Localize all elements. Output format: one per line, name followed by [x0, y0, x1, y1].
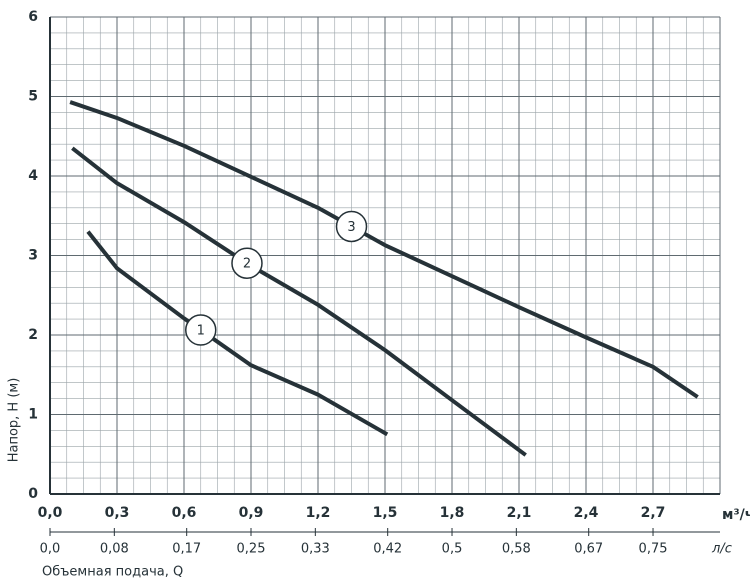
x-tick-label: 1,8 [440, 505, 465, 521]
x2-tick-label: 0,42 [373, 542, 402, 557]
y-tick-label: 5 [28, 89, 38, 105]
legend-label: 2 [243, 257, 251, 272]
curve [69, 100, 699, 399]
x2-tick-label: 0,17 [172, 542, 201, 557]
x-tick-label: 0,0 [38, 505, 63, 521]
legend-label: 1 [197, 324, 205, 339]
x-tick-label: 2,4 [574, 505, 599, 521]
x2-tick-label: 0,33 [301, 542, 330, 557]
x-tick-label: 2,7 [641, 505, 666, 521]
legend-label: 3 [347, 220, 355, 235]
y-tick-label: 1 [28, 407, 38, 423]
x2-tick-label: 0,58 [502, 542, 531, 557]
x2-tick-label: 0,25 [237, 542, 266, 557]
y-tick-label: 0 [28, 486, 38, 502]
y-tick-label: 6 [28, 9, 38, 25]
x-tick-label: 0,9 [239, 505, 264, 521]
y-tick-label: 3 [28, 248, 38, 264]
curve [71, 146, 527, 457]
x2-axis-unit: л/с [711, 542, 732, 557]
x2-tick-label: 0,5 [442, 542, 463, 557]
legend-marker [231, 247, 263, 279]
x-tick-label: 0,6 [172, 505, 197, 521]
x2-tick-label: 0,08 [100, 542, 129, 557]
x-tick-label: 2,1 [507, 505, 532, 521]
curve [86, 230, 389, 437]
legend-marker [185, 314, 217, 346]
y-tick-label: 2 [28, 327, 38, 343]
x2-tick-label: 0,0 [40, 542, 61, 557]
x-tick-label: 1,5 [373, 505, 398, 521]
y-axis-title: Напор, H (м) [7, 378, 22, 463]
legend-marker [335, 210, 368, 243]
y-tick-label: 4 [28, 168, 38, 184]
x2-tick-label: 0,75 [639, 542, 668, 557]
x2-axis-title: Объемная подача, Q [42, 565, 183, 580]
x-tick-label: 0,3 [105, 505, 130, 521]
x-tick-label: 1,2 [306, 505, 331, 521]
x2-tick-label: 0,67 [574, 542, 603, 557]
x-axis-unit: м³/ч [722, 507, 750, 523]
